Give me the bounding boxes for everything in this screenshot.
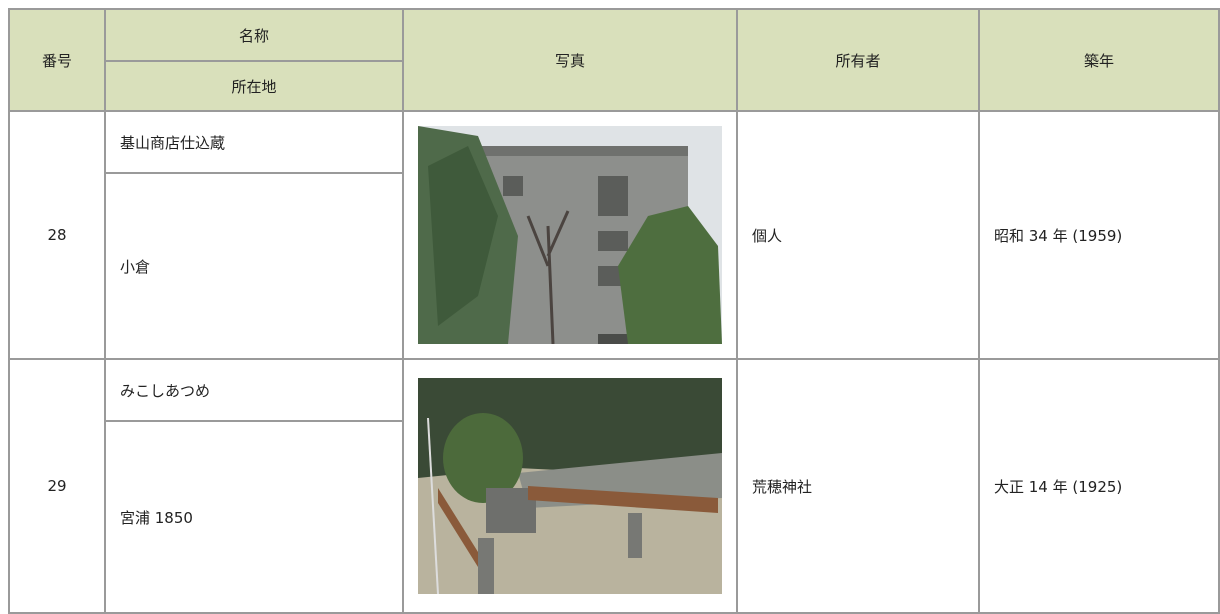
- header-cell: 築年: [978, 8, 1220, 112]
- name-cell: 基山商店仕込蔵: [104, 110, 404, 174]
- owner-cell: 荒穂神社: [736, 358, 980, 614]
- row: 28 基山商店仕込蔵 個人 昭和 34 年 (1959): [8, 110, 1220, 360]
- header-cell: 番号: [8, 8, 106, 112]
- header-cell: 所有者: [736, 8, 980, 112]
- photo-cell: [402, 110, 738, 360]
- year-cell: 昭和 34 年 (1959): [978, 110, 1220, 360]
- header-cell: 所在地: [104, 60, 404, 112]
- row: 29 みこしあつめ 荒穂神社 大正 14 年 (1925): [8, 358, 1220, 614]
- location-cell: 小倉: [104, 172, 404, 360]
- header-cell: 名称: [104, 8, 404, 62]
- heritage-table: 番号 名称 写真 所有者 築年 所在地 28 基山商店仕込蔵 個人 昭和 3: [8, 8, 1220, 614]
- photo: [418, 126, 722, 344]
- name-cell: みこしあつめ: [104, 358, 404, 422]
- year-cell: 大正 14 年 (1925): [978, 358, 1220, 614]
- location-cell: 宮浦 1850: [104, 420, 404, 614]
- number-cell: 28: [8, 110, 106, 360]
- header-cell: 写真: [402, 8, 738, 112]
- header-row: 所在地: [9, 60, 1219, 112]
- photo-cell: [402, 358, 738, 614]
- owner-cell: 個人: [736, 110, 980, 360]
- row: 宮浦 1850: [9, 420, 1219, 614]
- number-cell: 29: [8, 358, 106, 614]
- header-row: 番号 名称 写真 所有者 築年: [8, 8, 1220, 112]
- row: 小倉: [9, 172, 1219, 360]
- photo: [418, 378, 722, 594]
